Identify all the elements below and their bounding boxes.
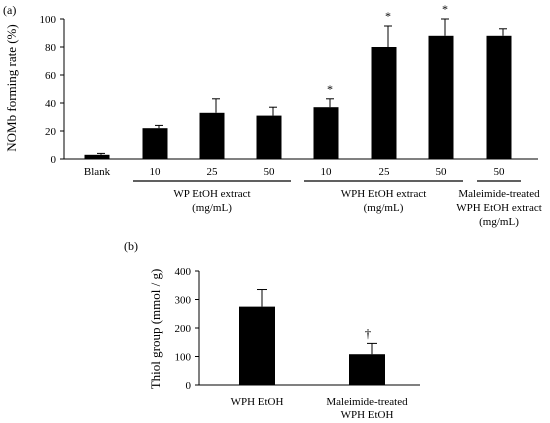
- panel-a-label: (a): [3, 3, 16, 17]
- panel-a-y-tick-label: 0: [51, 154, 57, 166]
- panel-a-bar: [256, 115, 282, 159]
- panel-a-y-tick-label: 100: [40, 14, 57, 26]
- panel-a-x-tick-label: 50: [494, 166, 506, 178]
- panel-a-y-tick-label: 20: [45, 126, 57, 138]
- panel-a-significance-mark: *: [327, 82, 333, 96]
- panel-a-group-label: (mg/mL): [364, 202, 404, 214]
- panel-b-x-tick-label: WPH EtOH: [341, 409, 394, 421]
- panel-a-group-label: WPH EtOH extract: [341, 188, 427, 200]
- panel-a-x-tick-label: 50: [436, 166, 448, 178]
- panel-a-bar-chart: (a) NOMb forming rate (%) 0 20 40 60 80 100 Bl…: [3, 2, 542, 228]
- panel-b-x-tick-label: Maleimide-treated: [326, 396, 408, 408]
- panel-a-significance-mark: *: [442, 2, 448, 16]
- panel-a-y-axis-title: NOMb forming rate (%): [4, 24, 19, 151]
- panel-a-y-tick-label: 60: [45, 70, 57, 82]
- panel-b-significance-mark: †: [365, 325, 372, 340]
- panel-a-x-tick-label: 10: [321, 166, 333, 178]
- panel-a-bar: [486, 35, 512, 159]
- panel-b-bar: [349, 354, 385, 385]
- panel-a-significance-mark: *: [385, 9, 391, 23]
- panel-a-x-tick-label: 25: [379, 166, 391, 178]
- panel-a-x-tick-label: 25: [207, 166, 219, 178]
- panel-a-group-label: (mg/mL): [479, 216, 519, 228]
- panel-a-bar: [428, 35, 454, 159]
- panel-a-y-tick-label: 40: [45, 98, 57, 110]
- panel-b-label: (b): [124, 239, 138, 253]
- panel-b-y-axis-title: Thiol group (mmol / g): [148, 269, 163, 390]
- panel-a-y-tick-label: 80: [45, 42, 57, 54]
- panel-a-x-tick-label: 10: [150, 166, 162, 178]
- panel-a-x-tick-label: Blank: [84, 166, 111, 178]
- panel-a-group-label: Maleimide-treated: [458, 188, 540, 200]
- panel-b-bar-chart: (b) Thiol group (mmol / g) 0 100 200 300 400…: [124, 239, 420, 421]
- panel-a-bar: [313, 107, 339, 159]
- panel-a-group-label: WPH EtOH extract: [456, 202, 542, 214]
- panel-a-x-tick-label: 50: [264, 166, 276, 178]
- panel-a-group-label: (mg/mL): [192, 202, 232, 214]
- panel-a-bar: [84, 154, 110, 159]
- panel-b-bar: [239, 306, 275, 385]
- panel-b-y-tick-label: 400: [175, 266, 192, 278]
- panel-b-y-tick-label: 200: [175, 323, 192, 335]
- panel-a-bar: [199, 112, 225, 159]
- panel-b-y-tick-label: 100: [175, 352, 192, 364]
- panel-b-y-tick-label: 300: [175, 295, 192, 307]
- panel-a-group-label: WP EtOH extract: [173, 188, 250, 200]
- panel-a-bar: [142, 128, 168, 159]
- panel-a-bar: [371, 47, 397, 159]
- panel-b-y-tick-label: 0: [186, 380, 192, 392]
- panel-b-x-tick-label: WPH EtOH: [231, 396, 284, 408]
